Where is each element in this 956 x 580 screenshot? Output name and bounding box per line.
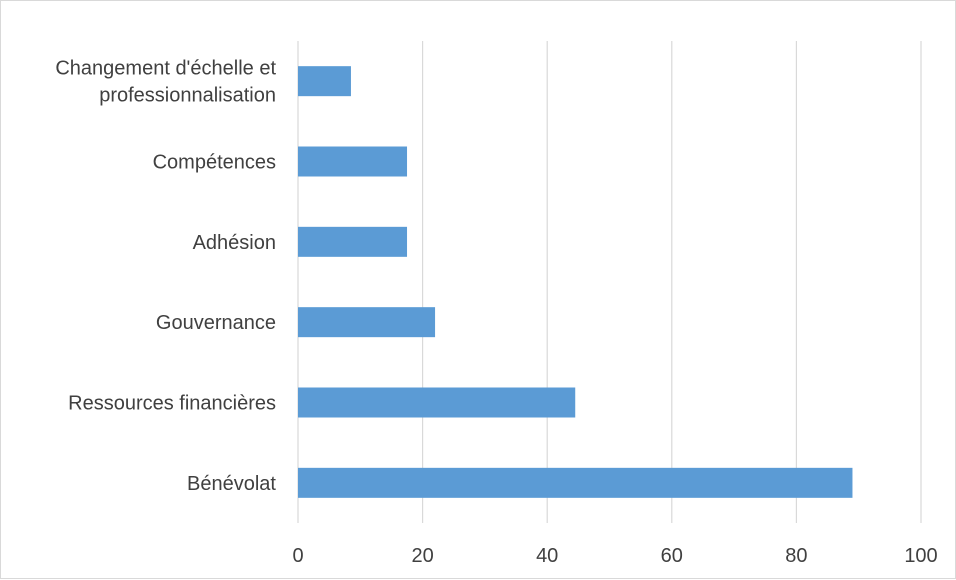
x-tick-label-1: 20 bbox=[411, 545, 433, 567]
gridlines bbox=[298, 41, 921, 523]
bar-4 bbox=[298, 388, 575, 418]
category-label-2-line-0: Adhésion bbox=[193, 232, 276, 254]
x-tick-label-5: 100 bbox=[904, 545, 937, 567]
category-label-1-line-0: Compétences bbox=[153, 152, 276, 174]
category-label-1: Compétences bbox=[153, 152, 276, 174]
category-label-5: Bénévolat bbox=[187, 473, 276, 495]
x-tick-labels: 0 20 40 60 80 100 bbox=[292, 545, 937, 567]
bar-5 bbox=[298, 468, 852, 498]
x-tick-label-2: 40 bbox=[536, 545, 558, 567]
bar-1 bbox=[298, 147, 407, 177]
category-label-2: Adhésion bbox=[193, 232, 276, 254]
bar-3 bbox=[298, 307, 435, 337]
category-label-0-line-0: Changement d'échelle et bbox=[55, 58, 276, 80]
category-label-3-line-0: Gouvernance bbox=[156, 312, 276, 334]
bar-2 bbox=[298, 227, 407, 257]
category-label-0: Changement d'échelle et professionnalisat… bbox=[55, 58, 276, 107]
x-tick-label-3: 60 bbox=[661, 545, 683, 567]
bars bbox=[298, 66, 852, 498]
category-label-5-line-0: Bénévolat bbox=[187, 473, 276, 495]
x-tick-label-4: 80 bbox=[785, 545, 807, 567]
category-labels: Changement d'échelle et professionnalisat… bbox=[55, 58, 276, 495]
x-tick-label-0: 0 bbox=[292, 545, 303, 567]
category-label-4-line-0: Ressources financières bbox=[68, 393, 276, 415]
category-label-4: Ressources financières bbox=[68, 393, 276, 415]
category-label-0-line-1: professionnalisation bbox=[99, 85, 276, 107]
category-label-3: Gouvernance bbox=[156, 312, 276, 334]
bar-0 bbox=[298, 66, 351, 96]
